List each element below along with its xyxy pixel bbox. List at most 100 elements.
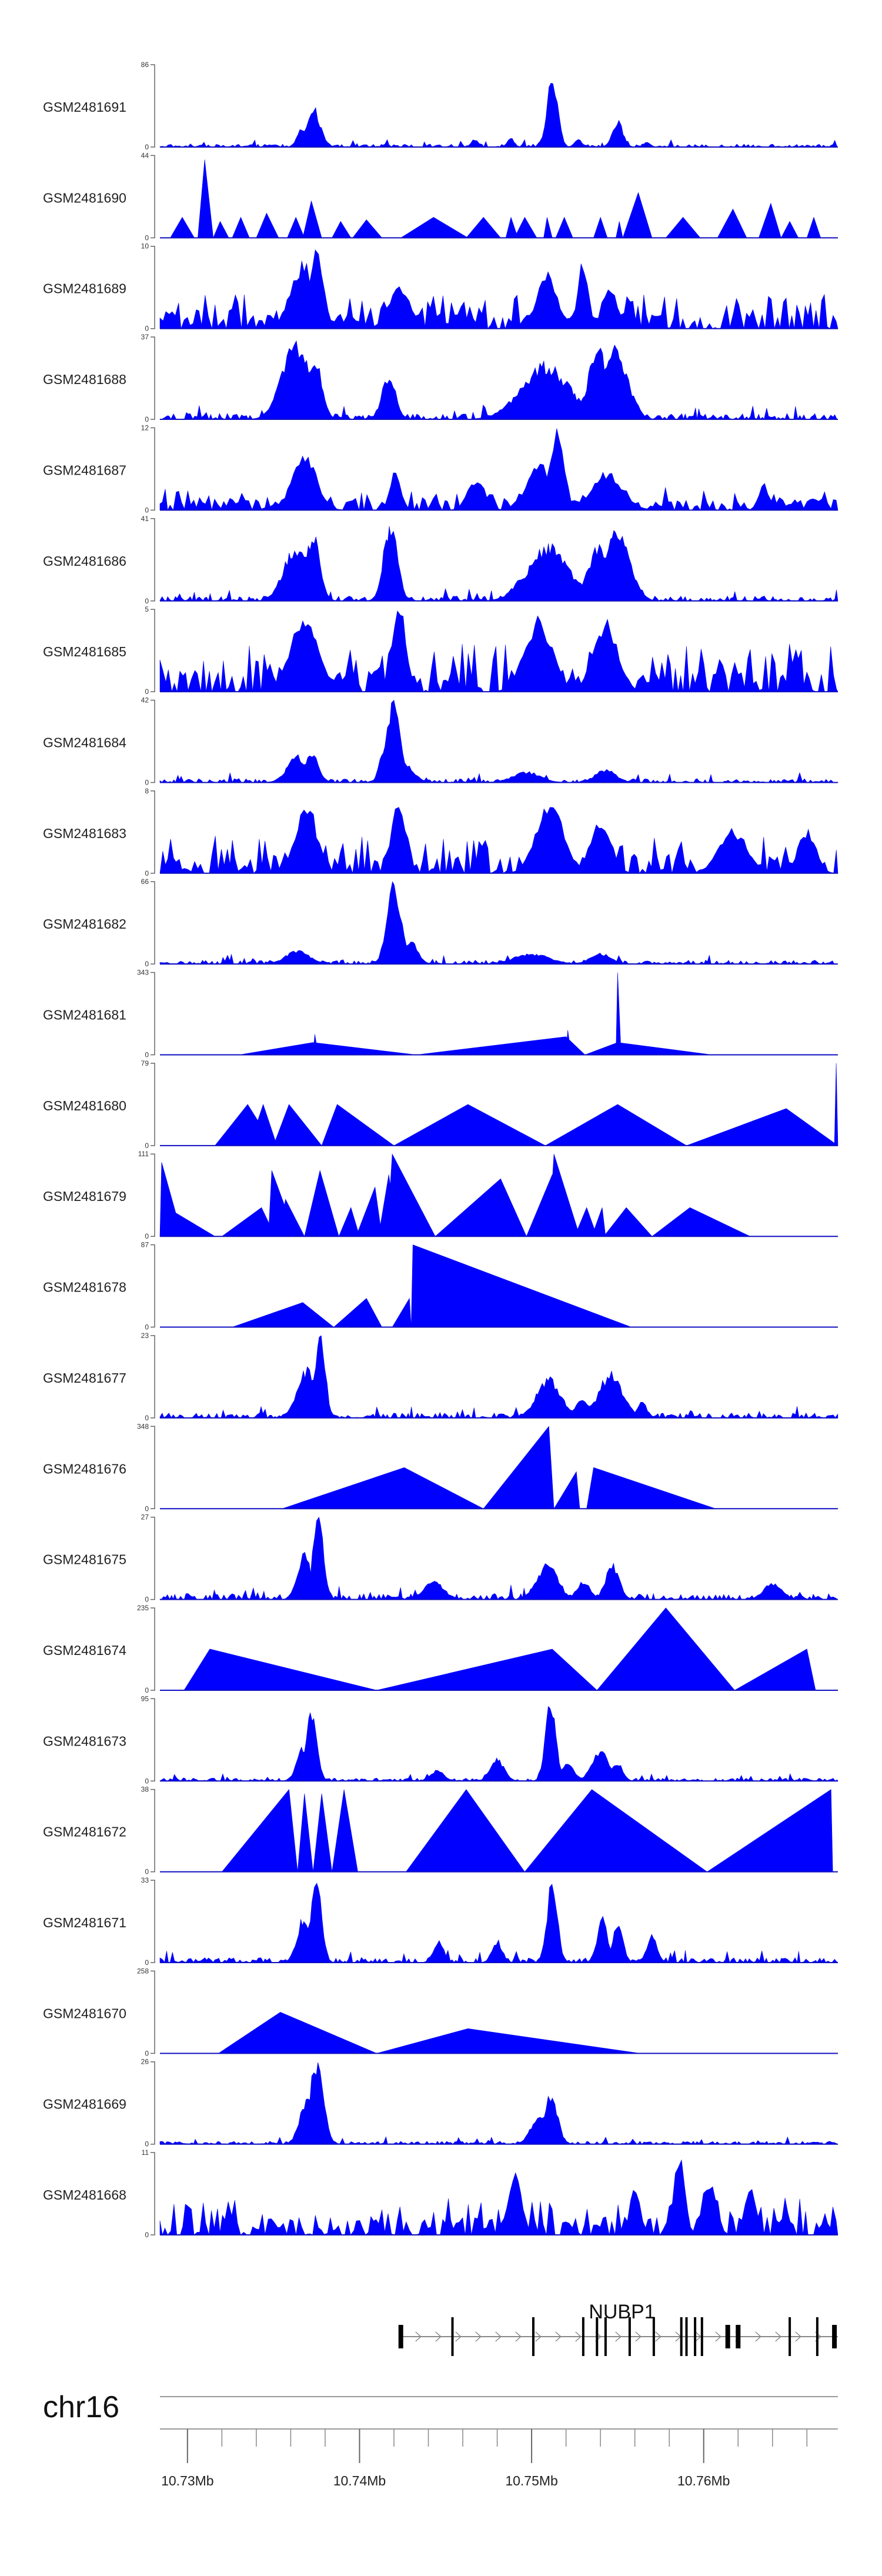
track-GSM2481683: GSM2481683 8 0 bbox=[43, 787, 838, 877]
coverage-area bbox=[159, 249, 838, 329]
track-label: GSM2481686 bbox=[43, 553, 126, 569]
track-GSM2481675: GSM2481675 27 0 bbox=[43, 1513, 838, 1604]
track-ymax-label: 38 bbox=[141, 1786, 149, 1794]
track-ymax-label: 11 bbox=[142, 2148, 149, 2157]
gene-exon bbox=[725, 2325, 730, 2348]
track-ymin-label: 0 bbox=[145, 960, 149, 968]
coverage-area bbox=[232, 1244, 632, 1327]
track-ymin-label: 0 bbox=[145, 233, 149, 242]
coverage-area bbox=[159, 1153, 750, 1237]
coverage-area bbox=[159, 340, 838, 420]
strand-arrow bbox=[495, 2331, 502, 2342]
track-GSM2481671: GSM2481671 33 0 bbox=[43, 1876, 838, 1967]
coverage-area bbox=[214, 1063, 838, 1146]
track-y-axis bbox=[151, 1335, 155, 1419]
strand-arrow bbox=[715, 2331, 721, 2342]
track-GSM2481686: GSM2481686 41 0 bbox=[43, 515, 838, 605]
track-y-axis bbox=[151, 64, 155, 148]
chromosome-label: chr16 bbox=[43, 2390, 119, 2424]
track-ymax-label: 8 bbox=[145, 787, 149, 795]
coverage-area bbox=[159, 2159, 838, 2236]
coverage-area bbox=[159, 1706, 838, 1781]
coverage-area bbox=[159, 1335, 838, 1419]
track-ymin-label: 0 bbox=[145, 1323, 149, 1332]
track-label: GSM2481689 bbox=[43, 281, 126, 296]
track-ymin-label: 0 bbox=[145, 2140, 149, 2148]
track-y-axis bbox=[151, 881, 155, 965]
track-y-axis bbox=[151, 1244, 155, 1328]
gene-exon bbox=[582, 2317, 584, 2356]
gene-exon bbox=[604, 2317, 607, 2356]
coverage-tracks: GSM2481691860GSM2481690440GSM2481689100G… bbox=[43, 61, 838, 2239]
track-GSM2481679: GSM2481679 111 0 bbox=[43, 1150, 838, 1240]
strand-arrow bbox=[635, 2331, 642, 2342]
track-GSM2481674: GSM2481674 235 0 bbox=[43, 1604, 838, 1694]
track-label: GSM2481684 bbox=[43, 735, 126, 750]
track-ymax-label: 41 bbox=[141, 515, 149, 523]
track-GSM2481677: GSM2481677 23 0 bbox=[43, 1332, 838, 1422]
track-GSM2481690: GSM2481690 44 0 bbox=[43, 151, 838, 242]
track-label: GSM2481678 bbox=[43, 1280, 126, 1295]
track-ymax-label: 95 bbox=[141, 1694, 149, 1703]
track-ymin-label: 0 bbox=[145, 597, 149, 605]
gene-exon bbox=[532, 2317, 534, 2356]
track-label: GSM2481674 bbox=[43, 1643, 126, 1658]
track-ymax-label: 235 bbox=[137, 1604, 149, 1612]
gene-exon bbox=[736, 2325, 741, 2348]
track-y-axis bbox=[151, 1970, 155, 2054]
track-ymax-label: 42 bbox=[141, 696, 149, 704]
strand-arrow bbox=[775, 2331, 781, 2342]
track-label: GSM2481675 bbox=[43, 1552, 126, 1567]
track-label: GSM2481673 bbox=[43, 1733, 126, 1749]
coverage-area bbox=[183, 1607, 816, 1691]
track-y-axis bbox=[151, 1426, 155, 1509]
gene-exon bbox=[789, 2317, 791, 2356]
coverage-area bbox=[159, 2062, 838, 2145]
coverage-area bbox=[159, 881, 838, 965]
track-y-axis bbox=[151, 427, 155, 511]
strand-arrow bbox=[455, 2331, 462, 2342]
track-label: GSM2481690 bbox=[43, 190, 126, 205]
track-label: GSM2481668 bbox=[43, 2187, 126, 2203]
coverage-area bbox=[239, 972, 713, 1055]
track-y-axis bbox=[151, 1063, 155, 1146]
track-ymin-label: 0 bbox=[145, 506, 149, 514]
track-ymax-label: 66 bbox=[141, 877, 149, 886]
track-label: GSM2481683 bbox=[43, 826, 126, 841]
gene-exon bbox=[700, 2317, 703, 2356]
coverage-area bbox=[282, 1426, 716, 1509]
track-ymin-label: 0 bbox=[145, 1142, 149, 1150]
strand-arrow bbox=[575, 2331, 582, 2342]
track-GSM2481680: GSM2481680 79 0 bbox=[43, 1059, 838, 1150]
axis-tick-label: 10.75Mb bbox=[505, 2473, 558, 2488]
track-ymax-label: 258 bbox=[137, 1967, 149, 1975]
track-y-axis bbox=[151, 972, 155, 1056]
gene-exon bbox=[832, 2325, 837, 2348]
track-y-axis bbox=[151, 1698, 155, 1782]
track-ymin-label: 0 bbox=[145, 1868, 149, 1876]
axis-tick-label: 10.74Mb bbox=[333, 2473, 386, 2488]
gene-exon bbox=[694, 2317, 697, 2356]
track-ymin-label: 0 bbox=[145, 143, 149, 151]
track-y-axis bbox=[151, 1880, 155, 1963]
track-GSM2481673: GSM2481673 95 0 bbox=[43, 1694, 838, 1785]
strand-arrow bbox=[795, 2331, 801, 2342]
track-ymax-label: 87 bbox=[141, 1241, 149, 1249]
track-GSM2481678: GSM2481678 87 0 bbox=[43, 1241, 838, 1332]
track-ymax-label: 111 bbox=[138, 1150, 149, 1158]
coverage-area bbox=[159, 428, 838, 511]
track-y-axis bbox=[151, 2152, 155, 2235]
track-ymax-label: 44 bbox=[141, 151, 149, 159]
track-label: GSM2481688 bbox=[43, 372, 126, 387]
track-GSM2481691: GSM2481691 86 0 bbox=[43, 61, 838, 151]
track-ymin-label: 0 bbox=[145, 1504, 149, 1513]
track-ymax-label: 86 bbox=[141, 61, 149, 69]
track-y-axis bbox=[151, 1788, 155, 1873]
track-GSM2481682: GSM2481682 66 0 bbox=[43, 877, 838, 968]
track-ymin-label: 0 bbox=[145, 1686, 149, 1694]
strand-arrow bbox=[515, 2331, 522, 2342]
track-y-axis bbox=[151, 155, 155, 239]
track-ymax-label: 348 bbox=[137, 1422, 149, 1430]
track-ymax-label: 26 bbox=[141, 2058, 149, 2066]
